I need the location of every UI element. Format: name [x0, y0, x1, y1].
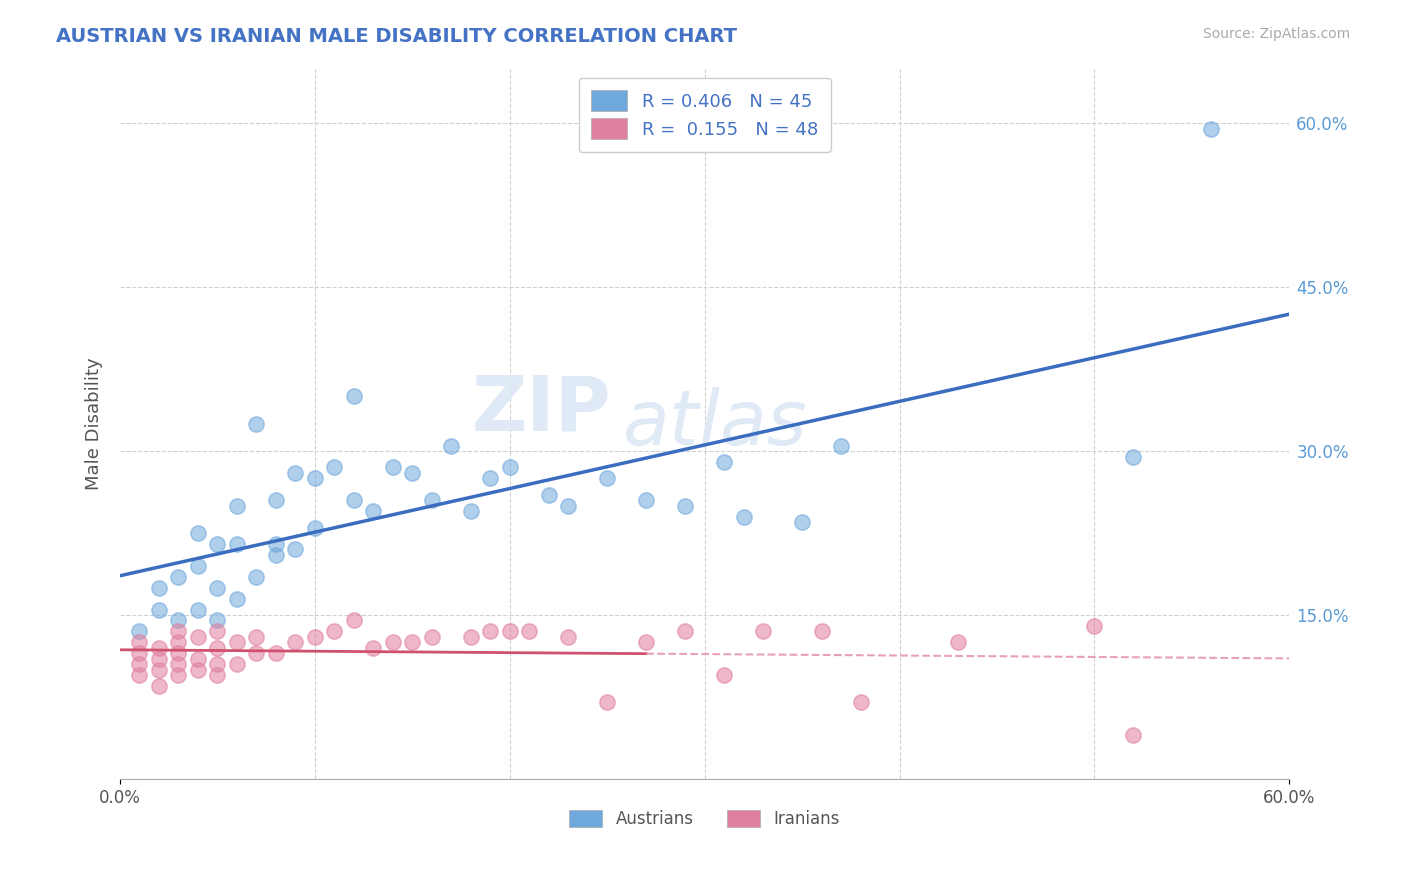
Point	[128, 646, 150, 660]
Point	[713, 668, 735, 682]
Point	[148, 581, 170, 595]
Text: AUSTRIAN VS IRANIAN MALE DISABILITY CORRELATION CHART: AUSTRIAN VS IRANIAN MALE DISABILITY CORR…	[56, 27, 737, 45]
Point	[187, 602, 209, 616]
Point	[517, 624, 540, 639]
Point	[343, 614, 366, 628]
Point	[148, 651, 170, 665]
Point	[304, 471, 326, 485]
Point	[381, 460, 404, 475]
Point	[343, 389, 366, 403]
Legend: Austrians, Iranians: Austrians, Iranians	[562, 803, 846, 835]
Point	[460, 630, 482, 644]
Text: Source: ZipAtlas.com: Source: ZipAtlas.com	[1202, 27, 1350, 41]
Point	[304, 520, 326, 534]
Point	[420, 630, 443, 644]
Point	[187, 558, 209, 573]
Point	[207, 640, 229, 655]
Point	[225, 657, 247, 672]
Point	[207, 657, 229, 672]
Point	[1083, 619, 1105, 633]
Point	[207, 624, 229, 639]
Point	[167, 657, 190, 672]
Point	[810, 624, 832, 639]
Point	[479, 471, 502, 485]
Point	[148, 679, 170, 693]
Point	[167, 646, 190, 660]
Point	[752, 624, 775, 639]
Point	[323, 624, 346, 639]
Point	[1122, 450, 1144, 464]
Point	[167, 624, 190, 639]
Point	[264, 646, 287, 660]
Point	[401, 466, 423, 480]
Point	[479, 624, 502, 639]
Point	[713, 455, 735, 469]
Point	[207, 668, 229, 682]
Point	[225, 537, 247, 551]
Point	[323, 460, 346, 475]
Point	[830, 439, 852, 453]
Point	[167, 570, 190, 584]
Point	[128, 635, 150, 649]
Point	[167, 668, 190, 682]
Point	[596, 471, 619, 485]
Point	[167, 614, 190, 628]
Point	[264, 493, 287, 508]
Point	[499, 460, 522, 475]
Point	[148, 602, 170, 616]
Point	[440, 439, 463, 453]
Text: atlas: atlas	[623, 387, 807, 461]
Point	[225, 499, 247, 513]
Point	[537, 488, 560, 502]
Point	[1122, 728, 1144, 742]
Point	[167, 635, 190, 649]
Point	[245, 417, 267, 431]
Point	[946, 635, 969, 649]
Point	[499, 624, 522, 639]
Point	[284, 635, 307, 649]
Y-axis label: Male Disability: Male Disability	[86, 358, 103, 490]
Point	[187, 663, 209, 677]
Point	[401, 635, 423, 649]
Point	[245, 630, 267, 644]
Point	[363, 640, 385, 655]
Point	[343, 493, 366, 508]
Point	[381, 635, 404, 649]
Point	[733, 509, 755, 524]
Point	[187, 526, 209, 541]
Point	[128, 624, 150, 639]
Point	[557, 499, 579, 513]
Point	[363, 504, 385, 518]
Point	[596, 695, 619, 709]
Point	[207, 614, 229, 628]
Point	[225, 591, 247, 606]
Point	[207, 581, 229, 595]
Point	[636, 635, 658, 649]
Point	[187, 651, 209, 665]
Point	[849, 695, 872, 709]
Point	[264, 537, 287, 551]
Text: ZIP: ZIP	[471, 373, 612, 447]
Point	[304, 630, 326, 644]
Point	[673, 499, 696, 513]
Point	[557, 630, 579, 644]
Point	[245, 646, 267, 660]
Point	[790, 515, 813, 529]
Point	[636, 493, 658, 508]
Point	[148, 663, 170, 677]
Point	[1201, 121, 1223, 136]
Point	[128, 668, 150, 682]
Point	[148, 640, 170, 655]
Point	[225, 635, 247, 649]
Point	[245, 570, 267, 584]
Point	[673, 624, 696, 639]
Point	[460, 504, 482, 518]
Point	[128, 657, 150, 672]
Point	[187, 630, 209, 644]
Point	[284, 542, 307, 557]
Point	[420, 493, 443, 508]
Point	[284, 466, 307, 480]
Point	[264, 548, 287, 562]
Point	[207, 537, 229, 551]
